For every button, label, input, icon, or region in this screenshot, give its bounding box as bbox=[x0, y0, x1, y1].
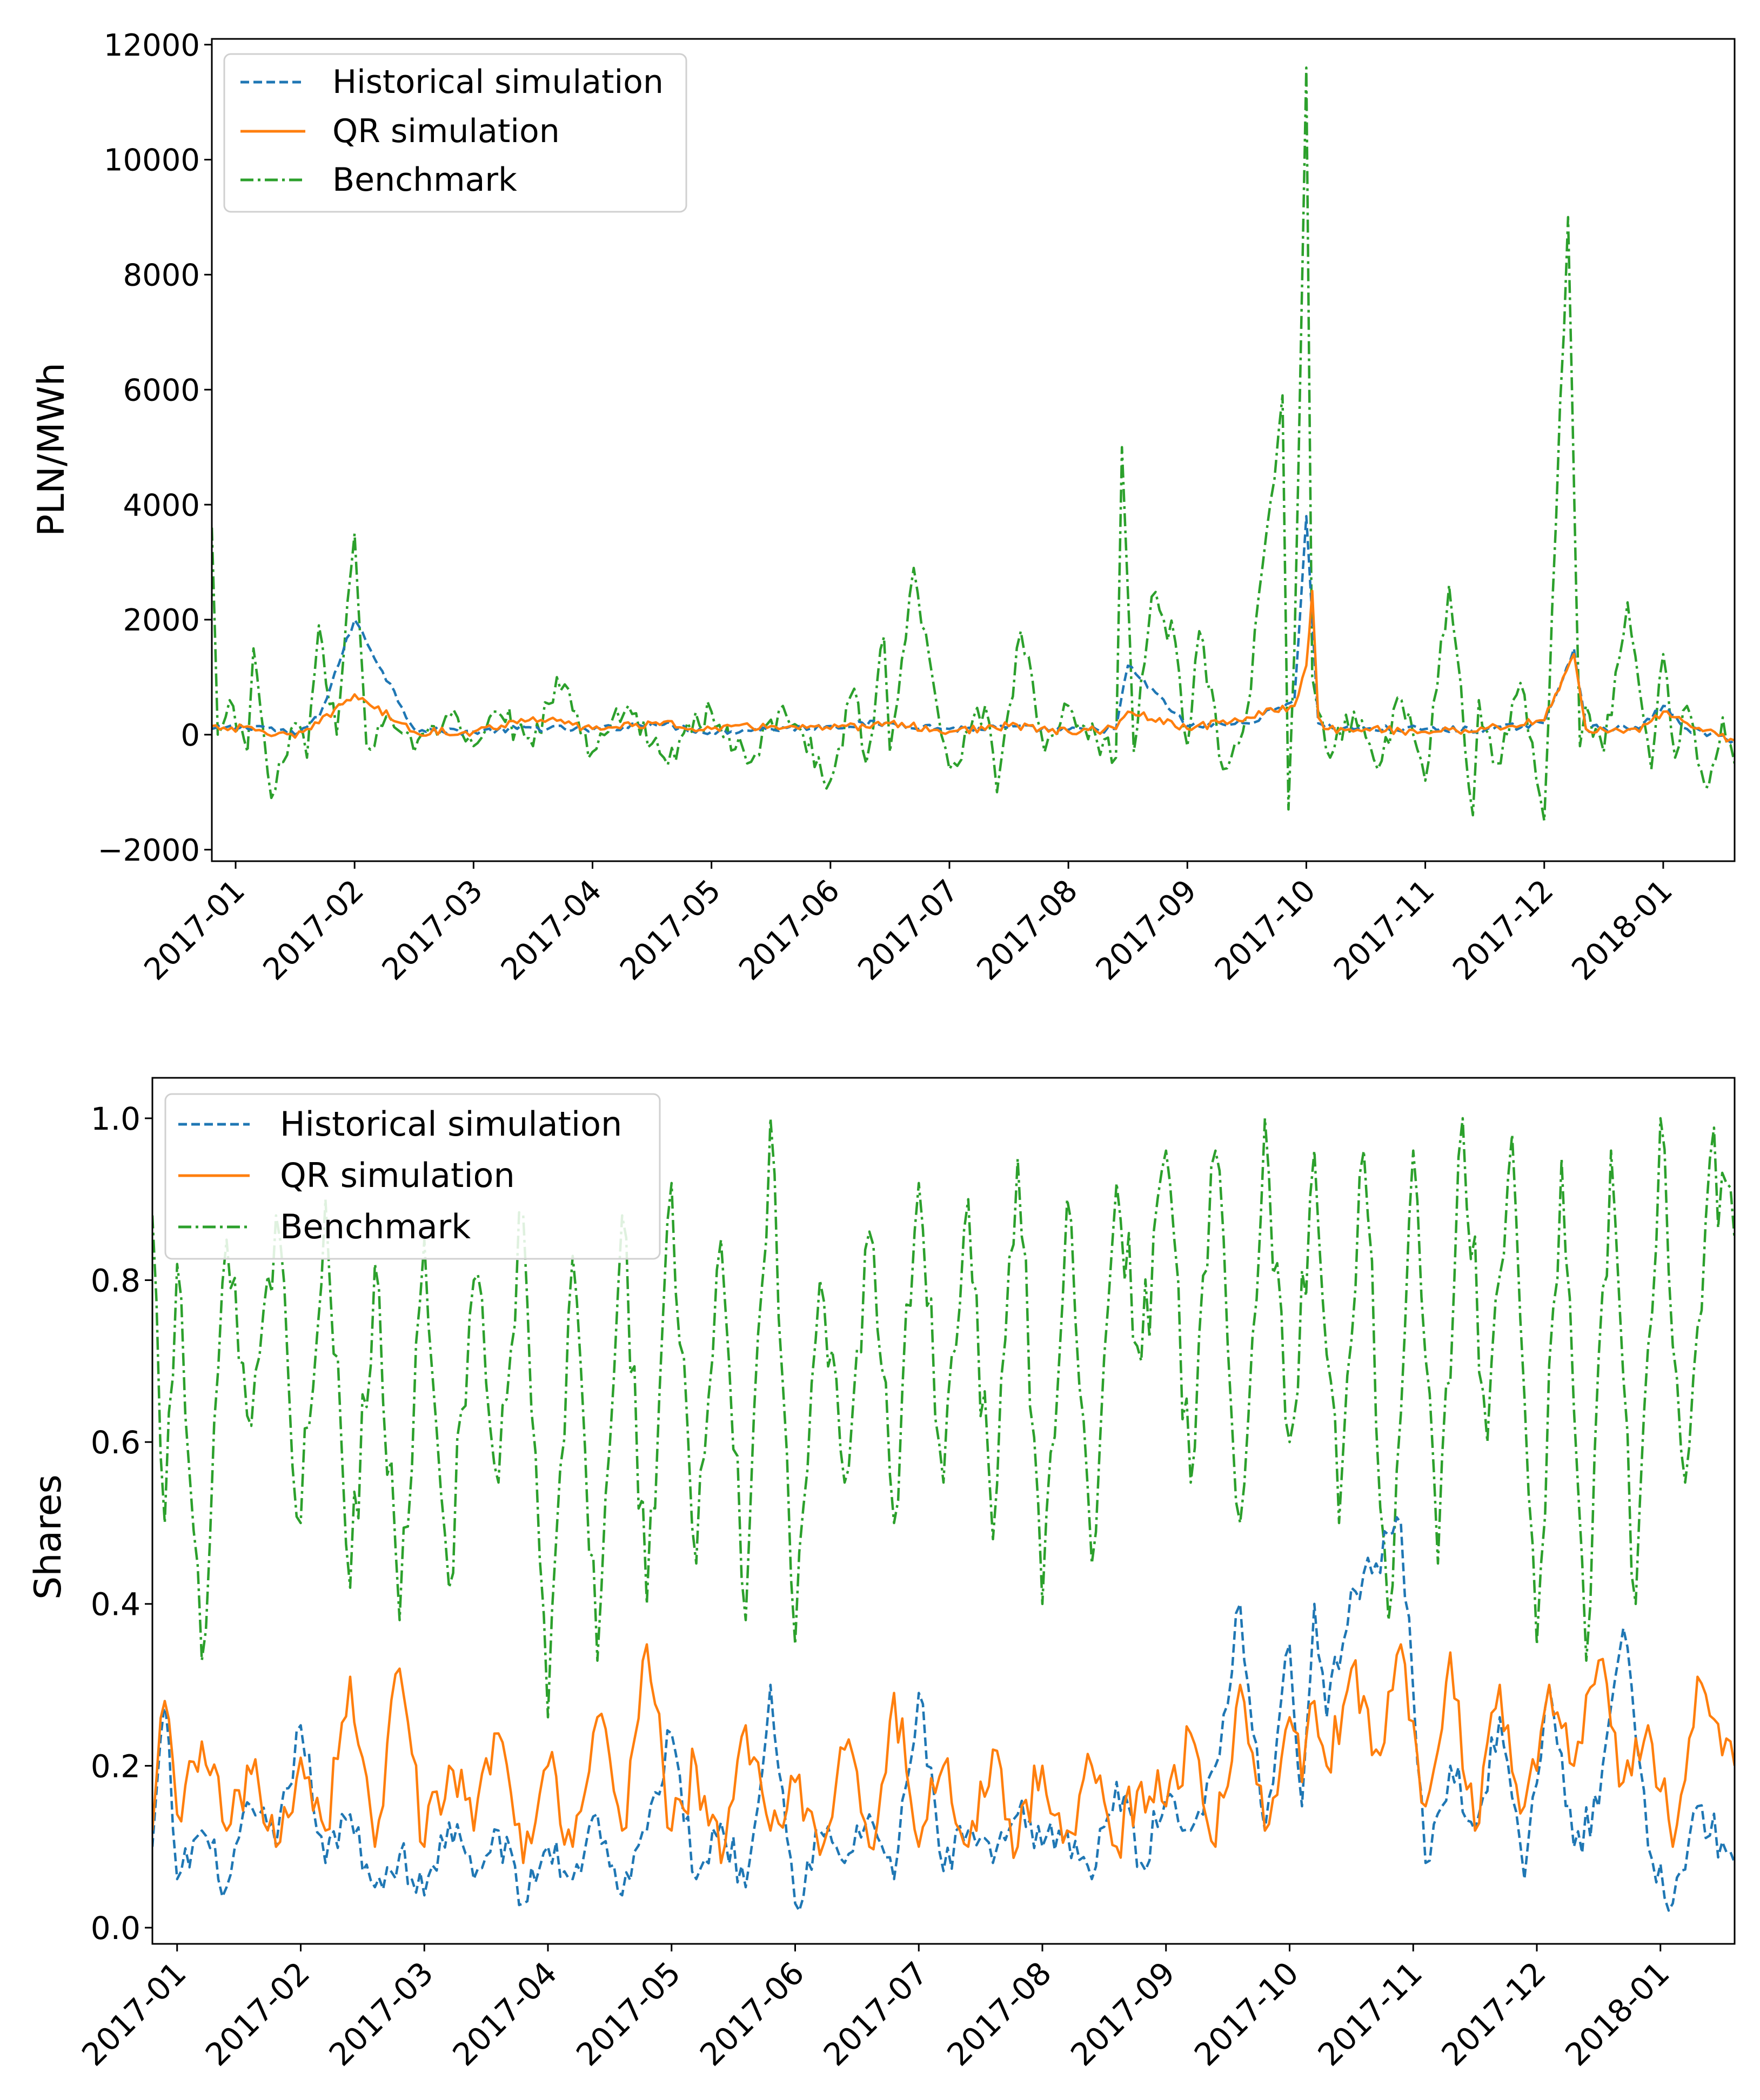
top-y-tick-label: 0 bbox=[180, 718, 200, 753]
bottom-series-historical-simulation bbox=[152, 1516, 1735, 1913]
chart-bottom: 0.00.20.40.60.81.0 2017-01 2017-02 2017-03… bbox=[27, 1077, 1736, 2073]
bottom-series-group bbox=[152, 1117, 1735, 1913]
top-y-axis: −2000 0 2000 4000 6000 8000 10000 12000 bbox=[98, 28, 212, 868]
bottom-plot-frame bbox=[151, 1077, 1736, 1945]
bottom-y-axis: 0.0 0.2 0.4 0.6 0.8 1.0 bbox=[91, 1101, 152, 1947]
top-y-tick-label: 10000 bbox=[104, 143, 200, 178]
top-legend: Historical simulation QR simulation Benc… bbox=[223, 53, 687, 213]
bottom-series-benchmark bbox=[152, 1117, 1735, 1719]
top-legend-frame bbox=[223, 53, 687, 213]
top-y-tick-label: 4000 bbox=[123, 488, 200, 523]
top-y-tick-label: 6000 bbox=[123, 373, 200, 408]
bottom-legend-label-qr: QR simulation bbox=[280, 1156, 515, 1195]
top-plot-frame bbox=[211, 38, 1736, 862]
bottom-legend-label-benchmark: Benchmark bbox=[280, 1207, 471, 1246]
bottom-series-qr-simulation bbox=[152, 1643, 1735, 1864]
top-y-tick-label: −2000 bbox=[98, 833, 200, 868]
bottom-y-tick-label: 0.6 bbox=[91, 1424, 140, 1461]
top-series-group bbox=[212, 66, 1735, 822]
bottom-legend: Historical simulation QR simulation Benc… bbox=[164, 1093, 661, 1260]
top-legend-label-qr: QR simulation bbox=[332, 112, 560, 150]
bottom-y-tick-label: 0.2 bbox=[91, 1748, 140, 1784]
bottom-y-tick-label: 0.4 bbox=[91, 1586, 140, 1623]
top-y-tick-label: 12000 bbox=[104, 28, 200, 63]
top-legend-label-historical: Historical simulation bbox=[332, 63, 664, 101]
bottom-legend-frame bbox=[164, 1093, 661, 1260]
bottom-y-axis-label: Shares bbox=[27, 1474, 70, 1600]
bottom-y-tick-label: 0.8 bbox=[91, 1262, 140, 1299]
bottom-y-tick-label: 0.0 bbox=[91, 1910, 140, 1947]
top-y-tick-label: 2000 bbox=[123, 603, 200, 638]
top-y-tick-label: 8000 bbox=[123, 258, 200, 293]
top-y-axis-label: PLN/MWh bbox=[30, 363, 73, 536]
bottom-legend-label-historical: Historical simulation bbox=[280, 1104, 622, 1144]
bottom-y-tick-label: 1.0 bbox=[91, 1101, 140, 1137]
top-legend-label-benchmark: Benchmark bbox=[332, 161, 517, 199]
top-series-qr-simulation bbox=[212, 589, 1735, 743]
